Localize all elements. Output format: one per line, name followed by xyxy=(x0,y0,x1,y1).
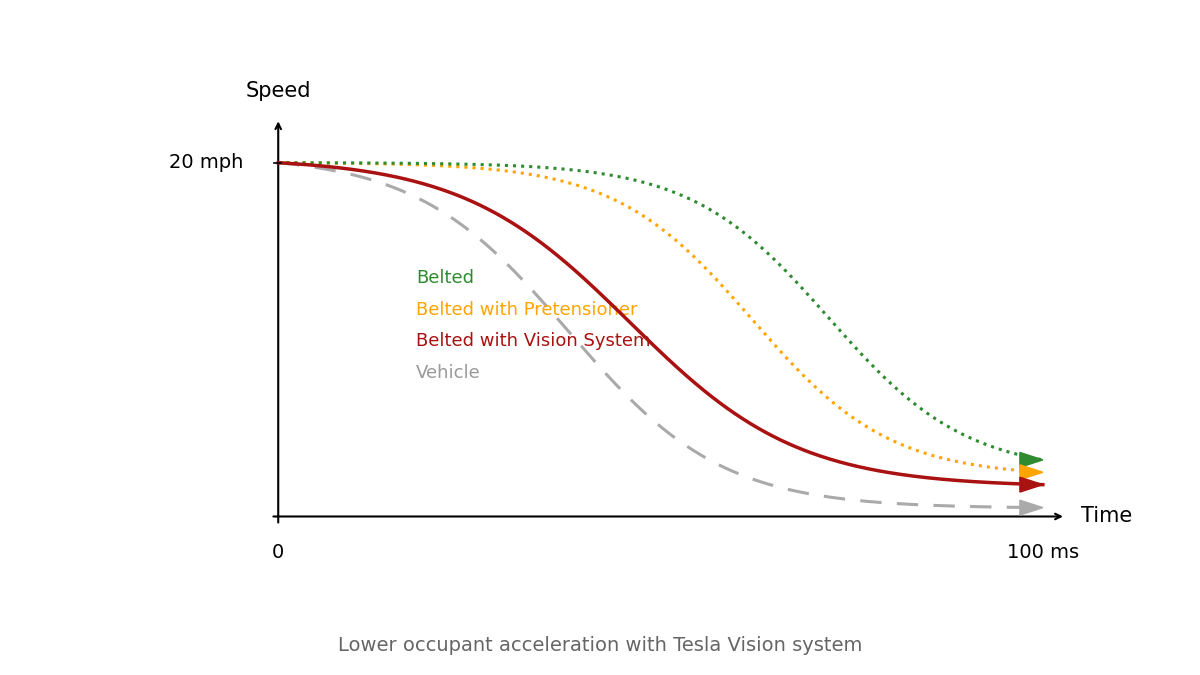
Polygon shape xyxy=(1020,500,1043,515)
Text: 20 mph: 20 mph xyxy=(169,153,244,172)
Text: Time: Time xyxy=(1081,506,1133,526)
Text: Belted with Pretensioner: Belted with Pretensioner xyxy=(416,300,637,319)
Polygon shape xyxy=(1020,477,1043,492)
Text: Speed: Speed xyxy=(246,81,311,101)
Text: 100 ms: 100 ms xyxy=(1007,543,1079,562)
Text: Vehicle: Vehicle xyxy=(416,364,481,382)
Text: 0: 0 xyxy=(272,543,284,562)
Polygon shape xyxy=(1020,452,1043,467)
Text: Belted with Vision System: Belted with Vision System xyxy=(416,332,650,350)
Polygon shape xyxy=(1020,465,1043,480)
Text: Belted: Belted xyxy=(416,269,474,287)
Text: Lower occupant acceleration with Tesla Vision system: Lower occupant acceleration with Tesla V… xyxy=(338,636,862,655)
